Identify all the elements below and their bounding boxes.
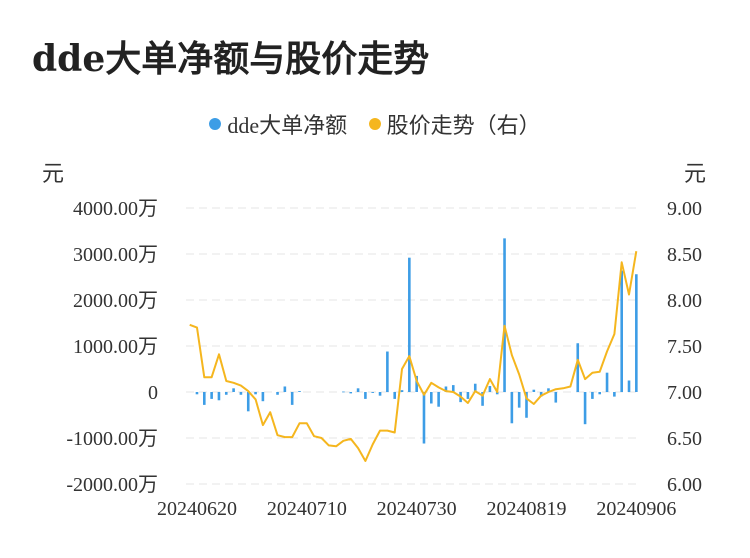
dde-bar (635, 274, 638, 392)
right-axis-tick-label: 9.00 (667, 198, 702, 220)
legend-item-dde[interactable]: dde大单净额 (209, 108, 347, 140)
price-line (189, 251, 638, 462)
dde-bar (605, 372, 609, 392)
dde-bar (437, 392, 440, 407)
dde-bar (495, 392, 499, 395)
x-axis-tick-label: 20240710 (267, 498, 347, 520)
dde-bar (254, 392, 257, 395)
dde-bar (517, 392, 521, 408)
right-axis-tick-label: 7.00 (667, 382, 702, 404)
dde-bar (217, 392, 221, 401)
left-axis-tick-label: 0 (148, 382, 158, 404)
dde-bar (576, 343, 580, 392)
dde-bar (466, 392, 470, 399)
right-axis-tick-label: 8.50 (667, 244, 702, 266)
dde-bar (503, 238, 506, 392)
dde-bar (371, 392, 375, 393)
dde-bar (283, 386, 287, 392)
right-axis-tick-label: 6.00 (667, 474, 702, 496)
left-axis-tick-label: -1000.00万 (66, 428, 158, 450)
left-axis-tick-label: 3000.00万 (73, 244, 158, 266)
x-axis-tick-label: 20240730 (377, 498, 457, 520)
dde-bar (473, 383, 477, 392)
right-axis-tick-label: 7.50 (667, 336, 702, 358)
dde-bar (539, 392, 543, 397)
left-axis-tick-label: 2000.00万 (73, 290, 158, 312)
right-axis-unit: 元 (684, 161, 707, 186)
legend-dot-price (368, 118, 381, 130)
dde-bar (554, 392, 558, 403)
left-axis-tick-label: 4000.00万 (73, 198, 158, 220)
dde-bar (547, 388, 550, 392)
dde-bar (290, 392, 294, 405)
dde-bar (430, 392, 433, 404)
dde-bar (415, 375, 418, 392)
left-axis-tick-label: 1000.00万 (73, 336, 158, 358)
chart-title: dde大单净额与股价走势 (32, 38, 430, 80)
dde-bar (400, 390, 404, 392)
legend: dde大单净额 股价走势（右） (0, 108, 750, 140)
dde-bar (583, 392, 587, 425)
dde-bar (203, 392, 206, 405)
dde-bar (620, 270, 623, 392)
dde-bar (239, 392, 243, 395)
dde-bar (232, 388, 235, 392)
dde-bar (510, 392, 514, 424)
legend-label-price: 股价走势（右） (386, 113, 541, 138)
dde-bar (408, 257, 411, 392)
legend-dot-dde (209, 118, 222, 130)
dde-bar (444, 386, 448, 392)
dde-bar (525, 392, 528, 418)
dde-bar (276, 392, 279, 395)
dde-bar (246, 392, 250, 412)
legend-label-dde: dde大单净额 (227, 113, 348, 138)
dde-bar (481, 392, 484, 406)
dde-bar (195, 392, 199, 395)
right-axis-tick-label: 8.00 (667, 290, 702, 312)
dde-bar (378, 392, 382, 396)
dde-bar (364, 392, 367, 399)
dde-bar (532, 389, 536, 392)
left-axis-unit: 元 (42, 161, 65, 186)
right-axis-tick-label: 6.50 (667, 428, 702, 450)
dde-bar (356, 388, 360, 392)
dde-bar (422, 392, 426, 444)
dde-bar (451, 385, 455, 392)
dde-bar (591, 392, 594, 399)
dde-bar (349, 392, 353, 394)
dde-bar (224, 392, 228, 395)
dde-bar (627, 380, 631, 392)
legend-item-price[interactable]: 股价走势（右） (368, 108, 541, 140)
x-axis-tick-label: 20240819 (487, 498, 567, 520)
dde-bar (488, 386, 492, 392)
dde-bar (342, 391, 345, 393)
x-axis-tick-label: 20240620 (157, 498, 237, 520)
left-axis-tick-label: -2000.00万 (66, 474, 158, 496)
dde-bar (210, 392, 213, 399)
dde-bar (393, 392, 396, 399)
dde-bar (386, 351, 389, 392)
dde-bar (613, 392, 616, 397)
x-axis-tick-label: 20240906 (596, 498, 676, 520)
dde-bar (298, 391, 301, 392)
dde-bar (261, 392, 265, 402)
dde-bar (598, 392, 602, 395)
